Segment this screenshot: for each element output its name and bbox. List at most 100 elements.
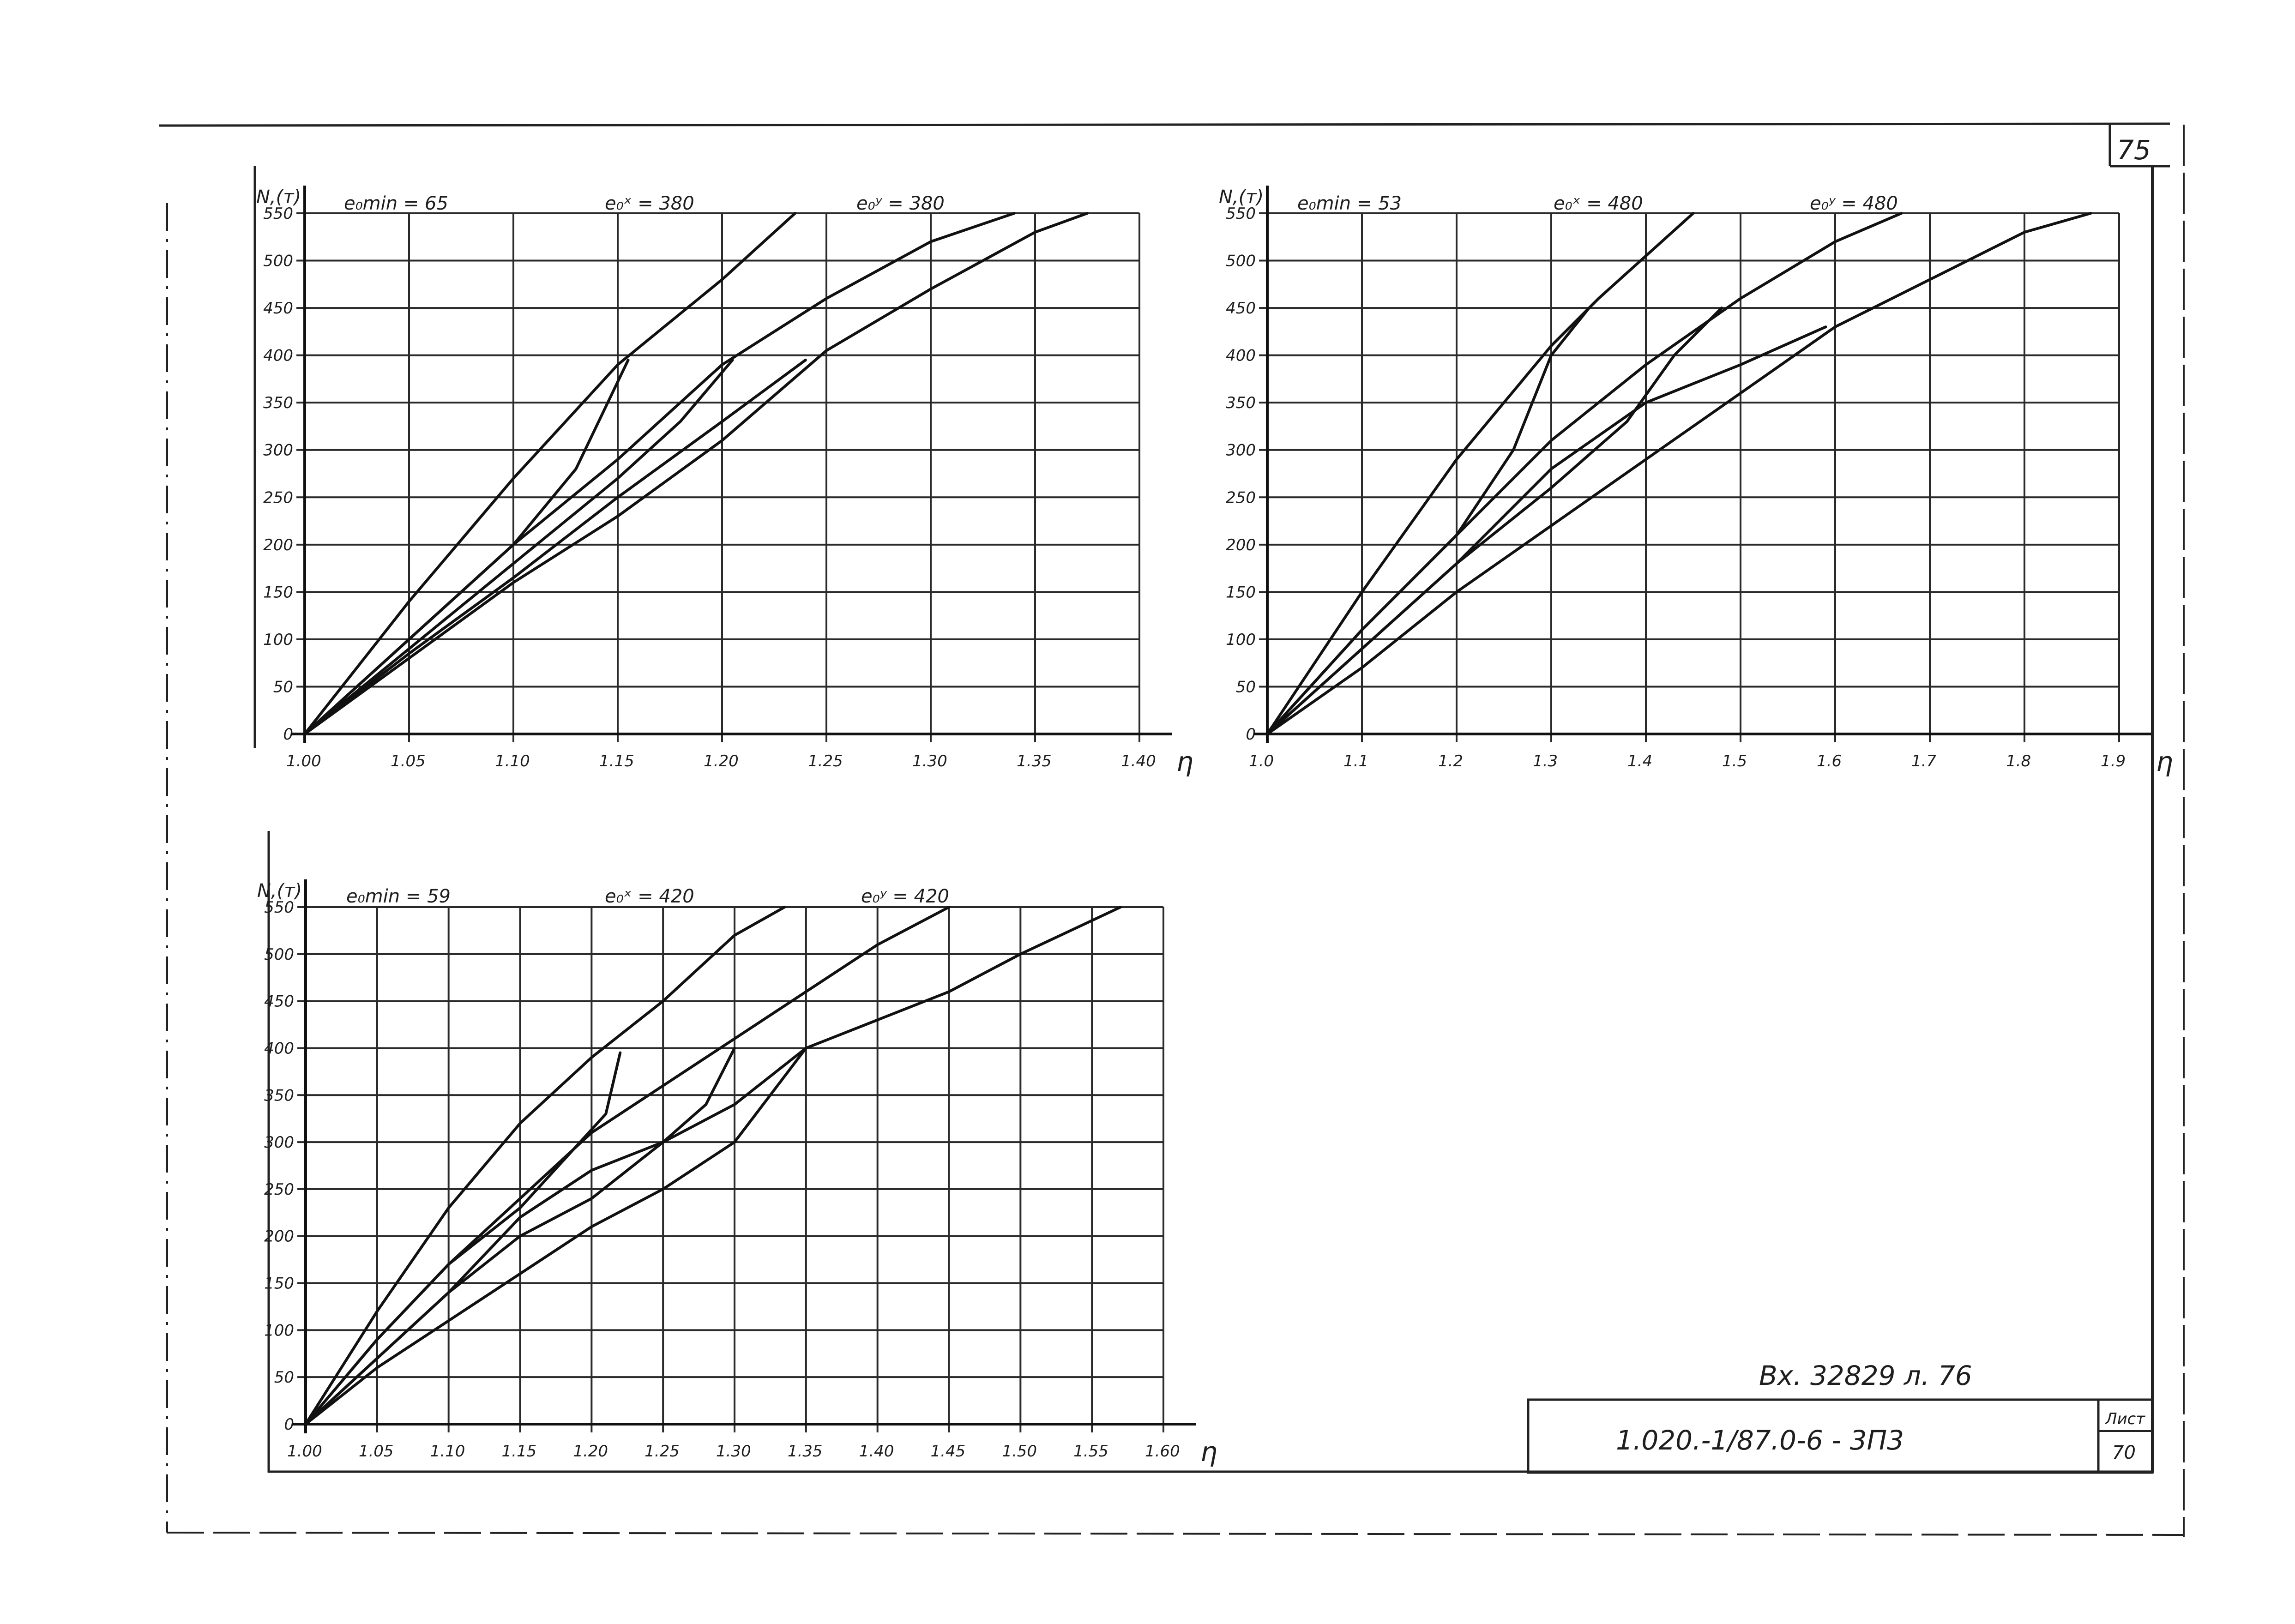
chart1-annotation: e₀min = 65 bbox=[344, 193, 448, 214]
chart2-x-tick-label: 1.1 bbox=[1343, 752, 1368, 770]
chart1-x-axis-label: η bbox=[1176, 746, 1193, 777]
chart1-y-tick-label: 250 bbox=[263, 488, 293, 507]
chart1-x-tick-label: 1.00 bbox=[286, 752, 321, 770]
chart1-y-tick-label: 300 bbox=[263, 441, 293, 460]
chart2-annotation: e₀min = 53 bbox=[1297, 193, 1402, 214]
chart3-x-tick-label: 1.45 bbox=[931, 1442, 966, 1461]
chart3-x-tick-label: 1.00 bbox=[287, 1442, 322, 1461]
chart1-x-tick-label: 1.05 bbox=[391, 752, 426, 770]
chart2-y-tick-label: 0 bbox=[1246, 725, 1256, 744]
chart1-curve-6 bbox=[303, 358, 734, 735]
chart1-x-tick-label: 1.35 bbox=[1017, 752, 1052, 770]
chart-bottom-left: 1.00 1.05 1.10 1.15 1.20 1.25 1.30 1.35 1.40 1.45… bbox=[257, 879, 1217, 1468]
chart2-y-tick-label: 350 bbox=[1226, 394, 1256, 412]
chart3-x-tick-label: 1.15 bbox=[502, 1442, 537, 1461]
chart3-y-tick-label: 50 bbox=[274, 1368, 294, 1387]
chart2-y-tick-label: 150 bbox=[1226, 583, 1256, 601]
title-block-box bbox=[1527, 1398, 2154, 1474]
chart3-y-tick-label: 150 bbox=[264, 1275, 294, 1293]
chart2-y-tick-label: 300 bbox=[1226, 441, 1256, 460]
chart1-curve-5 bbox=[303, 358, 630, 735]
page-number: 75 bbox=[2117, 134, 2151, 166]
chart3-annotation: e₀ʸ = 420 bbox=[861, 886, 949, 907]
chart1-curve-1 bbox=[303, 212, 797, 735]
chart2-curve-6 bbox=[1266, 307, 1723, 735]
chart1-x-tick-label: 1.40 bbox=[1121, 752, 1156, 770]
chart3-curve-3 bbox=[304, 906, 1122, 1426]
chart1-x-tick-label: 1.10 bbox=[495, 752, 530, 770]
chart1-y-tick-label: 200 bbox=[263, 536, 293, 554]
chart-top-right: 1.0 1.1 1.2 1.3 1.4 1.5 1.6 1.7 1.8 1.9 0 50 100 150 2… bbox=[1219, 186, 2173, 777]
chart1-y-tick-label: 500 bbox=[263, 252, 293, 271]
chart2-x-tick-label: 1.2 bbox=[1438, 752, 1463, 770]
chart3-curve-2 bbox=[304, 906, 951, 1426]
chart2-y-tick-label: 550 bbox=[1226, 205, 1256, 223]
chart2-x-axis-label: η bbox=[2156, 746, 2173, 777]
chart2-x-tick-label: 1.7 bbox=[1911, 752, 1936, 770]
chart1-curve-4 bbox=[303, 358, 807, 735]
chart2-y-tick-label: 250 bbox=[1226, 488, 1256, 507]
chart2-y-tick-label: 400 bbox=[1226, 347, 1256, 365]
chart3-x-tick-label: 1.10 bbox=[430, 1442, 465, 1461]
title-block-sheet-number: 70 bbox=[2112, 1442, 2136, 1463]
frame-bottom-line bbox=[167, 1532, 2184, 1536]
chart1-x-tick-label: 1.15 bbox=[599, 752, 634, 770]
registration-stamp: Вх. 32829 л. 76 bbox=[1759, 1360, 1972, 1391]
chart3-curve-6 bbox=[304, 1047, 736, 1426]
chart3-y-tick-label: 450 bbox=[264, 992, 294, 1011]
chart1-y-tick-label: 550 bbox=[263, 205, 293, 223]
chart3-x-axis-label: η bbox=[1200, 1436, 1217, 1468]
chart3-y-tick-label: 250 bbox=[264, 1180, 294, 1199]
chart3-x-tick-label: 1.25 bbox=[645, 1442, 680, 1461]
chart3-x-tick-label: 1.30 bbox=[716, 1442, 751, 1461]
chart2-x-tick-label: 1.3 bbox=[1533, 752, 1558, 770]
chart1-y-tick-label: 400 bbox=[263, 347, 293, 365]
chart1-y-tick-label: 0 bbox=[283, 725, 293, 744]
chart3-x-tick-label: 1.05 bbox=[359, 1442, 394, 1461]
chart3-x-tick-label: 1.50 bbox=[1002, 1442, 1037, 1461]
chart1-x-tick-label: 1.25 bbox=[808, 752, 843, 770]
chart2-curve-3 bbox=[1266, 212, 2092, 735]
chart3-y-tick-label: 350 bbox=[264, 1086, 294, 1105]
chart3-y-tick-label: 200 bbox=[264, 1227, 294, 1246]
chart2-y-tick-label: 500 bbox=[1226, 252, 1256, 271]
chart1-y-axis-label: N,(т) bbox=[256, 186, 301, 208]
chart3-annotation: e₀ˣ = 420 bbox=[605, 886, 694, 907]
chart3-x-tick-label: 1.40 bbox=[859, 1442, 894, 1461]
chart2-x-tick-label: 1.5 bbox=[1722, 752, 1747, 770]
chart2-annotation: e₀ʸ = 480 bbox=[1810, 193, 1898, 214]
chart1-y-tick-label: 350 bbox=[263, 394, 293, 412]
chart3-y-tick-label: 300 bbox=[264, 1133, 294, 1152]
chart3-y-tick-label: 100 bbox=[264, 1321, 294, 1340]
chart3-x-tick-label: 1.35 bbox=[788, 1442, 823, 1461]
chart-top-left: 1.00 1.05 1.10 1.15 1.20 1.25 1.30 1.35 1.40 0 50 1… bbox=[256, 186, 1193, 777]
chart1-y-tick-label: 50 bbox=[273, 678, 293, 696]
chart1-curve-3 bbox=[303, 212, 1089, 735]
chart2-x-tick-label: 1.9 bbox=[2101, 752, 2126, 770]
chart3-y-tick-label: 500 bbox=[264, 945, 294, 964]
chart2-y-axis-label: N,(т) bbox=[1219, 186, 1264, 208]
chart2-x-tick-label: 1.8 bbox=[2006, 752, 2031, 770]
chart3-y-axis-label: N,(т) bbox=[257, 880, 302, 902]
frame-top-line bbox=[159, 122, 2170, 127]
chart3-x-tick-label: 1.60 bbox=[1145, 1442, 1180, 1461]
chart3-curve-5 bbox=[304, 1051, 622, 1426]
chart1-y-tick-label: 150 bbox=[263, 583, 293, 601]
chart2-y-tick-label: 450 bbox=[1226, 299, 1256, 318]
sheet-frame bbox=[159, 122, 2185, 1537]
chart2-curve-1 bbox=[1266, 212, 1695, 735]
chart2-y-tick-label: 100 bbox=[1226, 631, 1256, 649]
chart2-x-tick-label: 1.4 bbox=[1627, 752, 1652, 770]
chart2-y-tick-label: 50 bbox=[1236, 678, 1256, 696]
title-block-sheet-label: Лист bbox=[2104, 1410, 2145, 1428]
title-block-code: 1.020.-1/87.0-6 - 3П3 bbox=[1616, 1425, 1904, 1456]
chart3-y-tick-label: 400 bbox=[264, 1039, 294, 1058]
chart2-x-tick-label: 1.6 bbox=[1817, 752, 1842, 770]
chart2-x-tick-label: 1.0 bbox=[1249, 752, 1274, 770]
chart3-annotation: e₀min = 59 bbox=[346, 886, 451, 907]
chart2-annotation: e₀ˣ = 480 bbox=[1554, 193, 1643, 214]
title-block: 1.020.-1/87.0-6 - 3П3 Лист 70 bbox=[1527, 1398, 2154, 1474]
chart1-x-tick-label: 1.30 bbox=[912, 752, 947, 770]
chart1-annotation: e₀ˣ = 380 bbox=[605, 193, 694, 214]
